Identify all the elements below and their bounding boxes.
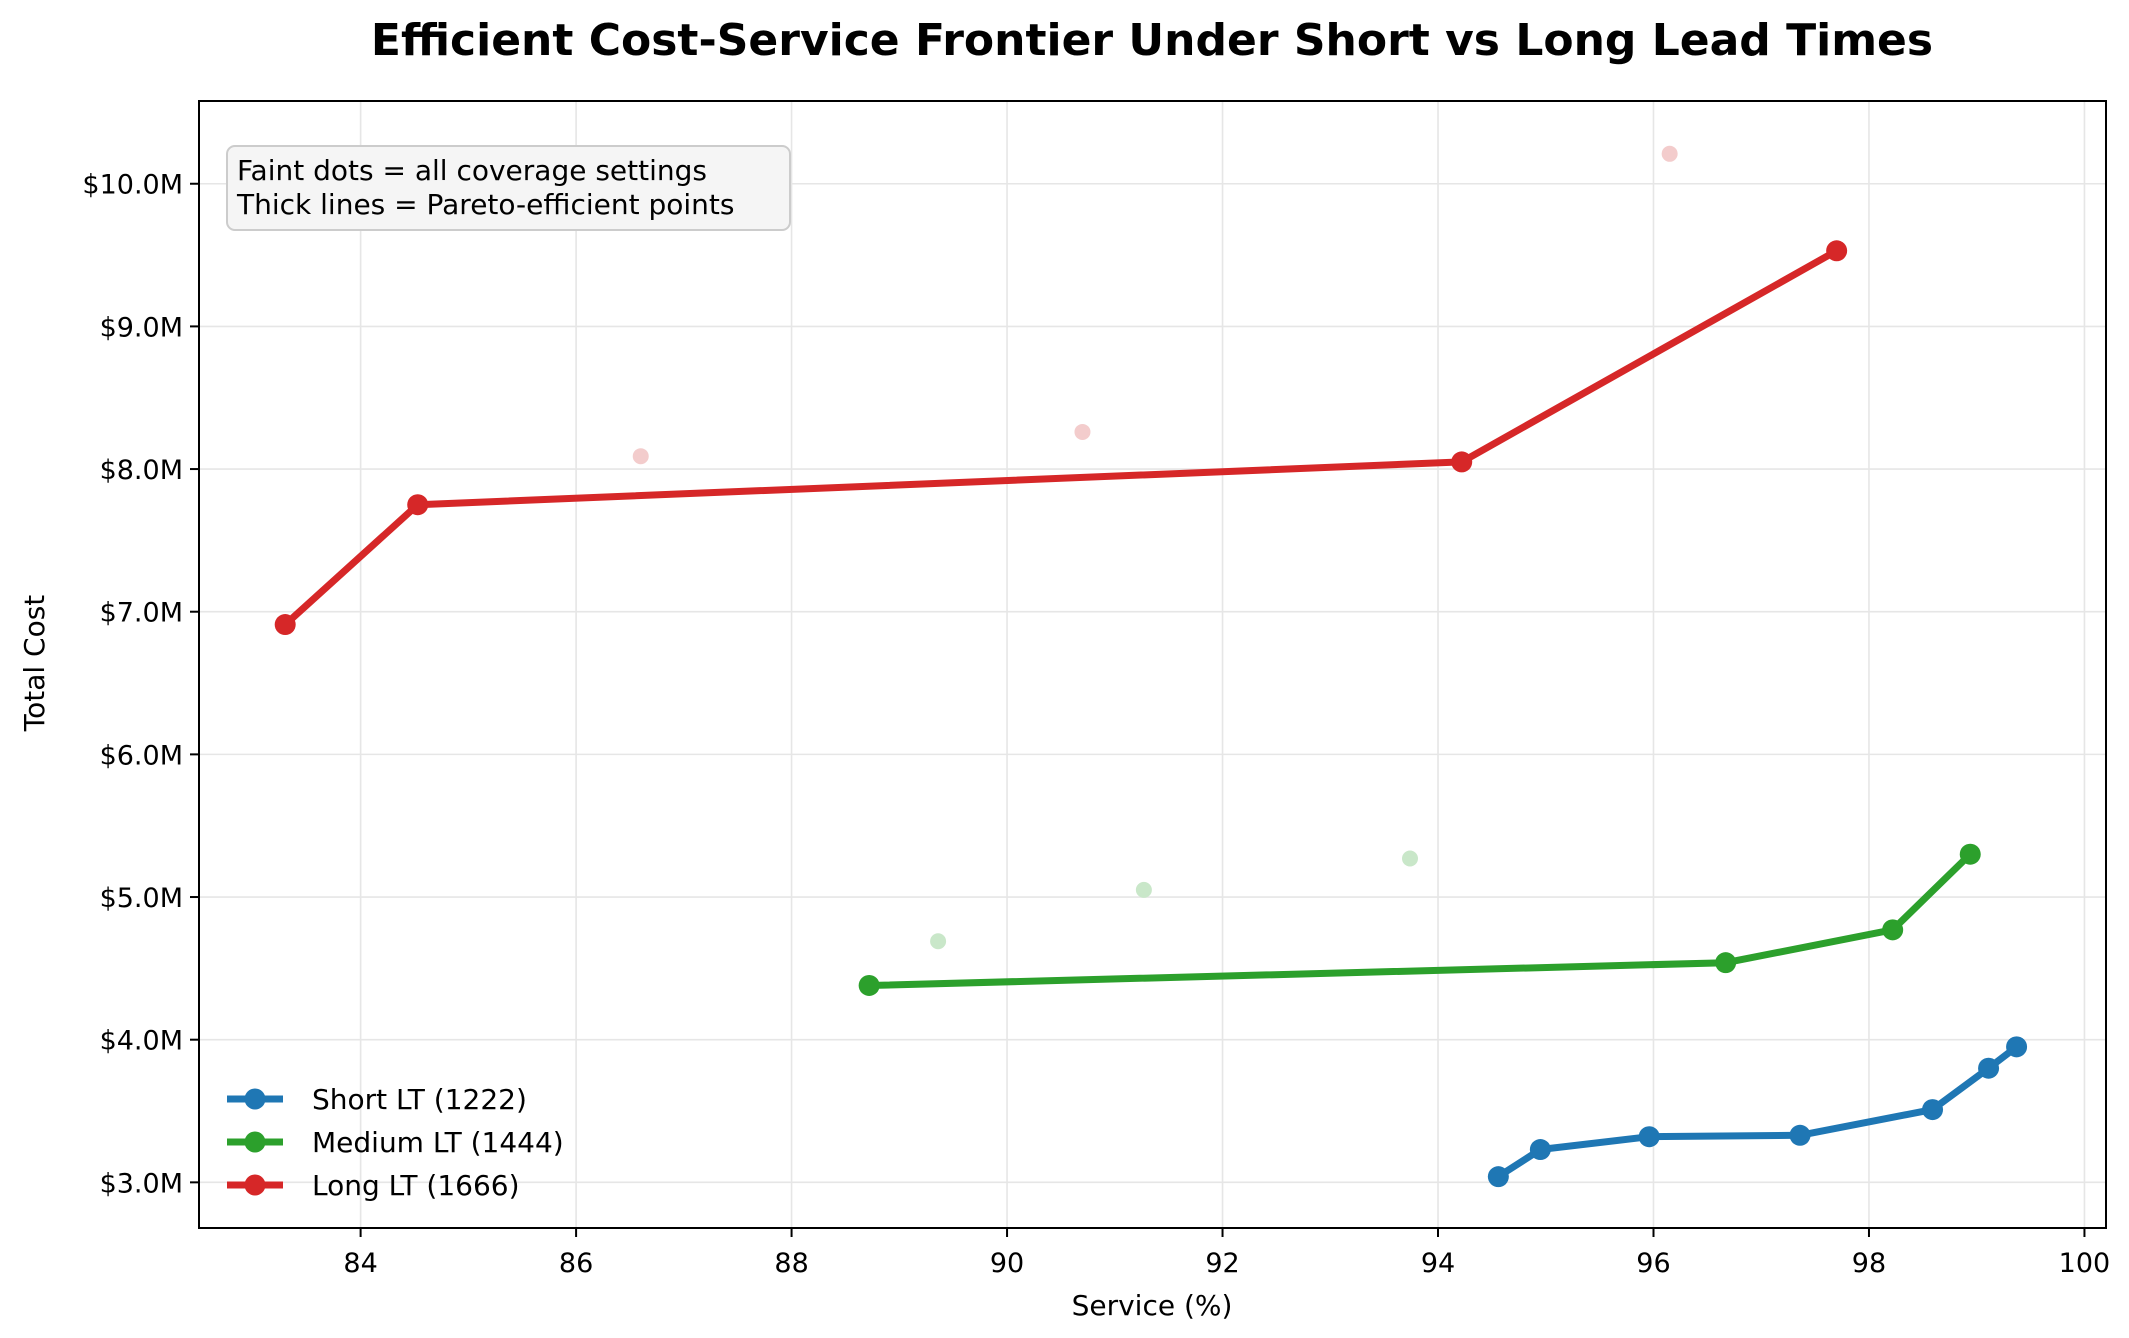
all-coverage-point [1661, 145, 1678, 162]
x-tick-label: 96 [1636, 1248, 1670, 1279]
frontier-point [2006, 1036, 2028, 1058]
x-tick-label: 86 [559, 1248, 593, 1279]
x-tick-label: 94 [1421, 1248, 1455, 1279]
x-tick-label: 98 [1852, 1248, 1886, 1279]
x-tick-label: 100 [2059, 1248, 2111, 1279]
y-tick-label: $4.0M [100, 1026, 183, 1057]
frontier-point [1922, 1099, 1944, 1121]
frontier-point [1978, 1057, 2000, 1079]
legend-label: Medium LT (1444) [312, 1126, 564, 1159]
tick-layer: 84 86 88 90 92 94 96 98 100 $3.0M $4.0M $5.0M $6.0M $… [82, 170, 2110, 1279]
y-tick-label: $8.0M [100, 455, 183, 486]
frontier-point [274, 614, 296, 636]
annotation-line-1: Faint dots = all coverage settings [237, 154, 707, 187]
plot-frame [198, 100, 2107, 1229]
frontier-line [865, 850, 1974, 989]
x-axis-label: Service (%) [1072, 1289, 1233, 1322]
all-coverage-point [930, 933, 947, 950]
y-tick-label: $7.0M [100, 598, 183, 629]
y-tick-label: $10.0M [82, 170, 183, 201]
annotation-box-background [226, 145, 791, 231]
frontier-point [1529, 1139, 1551, 1161]
all-coverage-point [632, 448, 649, 465]
frontier-point [1638, 1126, 1660, 1148]
x-tick-label: 88 [774, 1248, 808, 1279]
x-tick-label: 84 [343, 1248, 377, 1279]
frontier-point [1882, 919, 1904, 941]
legend-label: Short LT (1222) [312, 1083, 527, 1116]
frontier-point [1826, 240, 1848, 262]
frontier-line [281, 247, 1841, 629]
frontier-point [858, 974, 880, 996]
annotation-line-2: Thick lines = Pareto-efficient points [236, 188, 734, 221]
y-axis-label: Total Cost [18, 595, 51, 733]
annotation-box: Faint dots = all coverage settings Thick… [226, 145, 791, 231]
legend-label: Long LT (1666) [312, 1169, 520, 1202]
frontier-point [1789, 1124, 1811, 1146]
all-coverage-point [1135, 881, 1152, 898]
legend: Short LT (1222) Medium LT (1444) Long LT (… [227, 1083, 564, 1202]
x-tick-label: 92 [1205, 1248, 1239, 1279]
frontier-point [1487, 1166, 1509, 1188]
frontier-point [1715, 952, 1737, 974]
x-tick-label: 90 [990, 1248, 1024, 1279]
chart-title: Efficient Cost-Service Frontier Under Sh… [371, 15, 1933, 66]
y-tick-label: $5.0M [100, 883, 183, 914]
legend-marker [244, 1131, 266, 1153]
frontier-point [1451, 451, 1473, 473]
grid-layer [199, 101, 2106, 1228]
frontier-point [1959, 843, 1981, 865]
frontier-point [407, 494, 429, 516]
y-tick-label: $6.0M [100, 740, 183, 771]
y-tick-label: $9.0M [100, 312, 183, 343]
legend-marker [244, 1174, 266, 1196]
series-layer [274, 240, 2028, 1188]
y-tick-label: $3.0M [100, 1168, 183, 1199]
all-coverage-point [1401, 850, 1418, 867]
faint-points-layer [632, 145, 1678, 950]
legend-marker [244, 1088, 266, 1110]
all-coverage-point [1074, 423, 1091, 440]
